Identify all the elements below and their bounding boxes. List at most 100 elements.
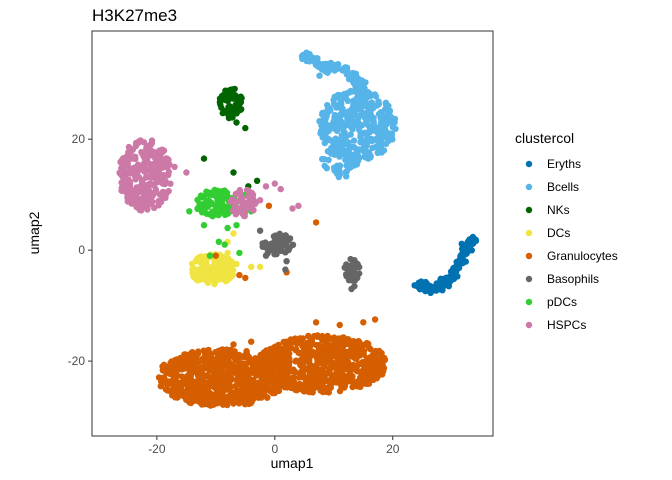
- point-granulocytes: [208, 375, 216, 383]
- point-basophils: [356, 263, 363, 271]
- point-granulocytes: [243, 395, 250, 402]
- point-hspcs: [126, 180, 134, 187]
- point-granulocytes: [273, 367, 280, 374]
- point-granulocytes: [198, 401, 206, 408]
- point-granulocytes: [229, 395, 237, 403]
- point-basophils: [351, 277, 359, 284]
- point-nks: [218, 104, 225, 111]
- point-bcells: [370, 127, 377, 134]
- point-granulocytes: [218, 376, 225, 383]
- point-basophils: [350, 267, 358, 274]
- point-granulocytes: [253, 392, 261, 399]
- point-bcells: [319, 134, 326, 141]
- point-granulocytes: [163, 368, 171, 375]
- point-bcells: [321, 162, 328, 170]
- legend-key-eryths: [525, 160, 533, 168]
- series-nks: [200, 85, 261, 190]
- y-tick-label: -20: [68, 354, 86, 368]
- point-hspcs: [149, 198, 156, 206]
- point-pdcs: [214, 210, 221, 217]
- point-pdcs: [197, 192, 205, 199]
- point-bcells: [346, 145, 353, 152]
- point-hspcs: [277, 185, 284, 193]
- point-dcs: [225, 275, 233, 282]
- point-bcells: [356, 83, 364, 91]
- point-hspcs: [167, 180, 174, 187]
- point-granulocytes: [265, 202, 273, 209]
- point-hspcs: [289, 205, 296, 212]
- point-hspcs: [144, 202, 151, 209]
- point-granulocytes: [227, 346, 234, 353]
- point-bcells: [318, 122, 325, 129]
- point-bcells: [306, 51, 313, 58]
- point-hspcs: [132, 176, 139, 183]
- point-eryths: [417, 278, 425, 285]
- point-granulocytes: [292, 357, 300, 364]
- point-granulocytes: [178, 355, 186, 362]
- point-basophils: [276, 230, 283, 237]
- point-bcells: [318, 128, 326, 135]
- legend-label-nks: NKs: [547, 203, 570, 217]
- point-eryths: [445, 283, 452, 290]
- point-bcells: [369, 144, 376, 152]
- point-bcells: [377, 123, 384, 130]
- point-bcells: [345, 75, 353, 83]
- point-granulocytes: [278, 369, 285, 377]
- point-pdcs: [196, 200, 203, 208]
- point-dcs: [189, 269, 196, 276]
- point-bcells: [356, 126, 363, 134]
- points-layer: [116, 49, 480, 409]
- point-eryths: [462, 250, 469, 257]
- legend-title: clustercol: [515, 130, 574, 146]
- legend-label-bcells: Bcells: [547, 180, 579, 194]
- point-granulocytes: [208, 391, 216, 398]
- point-hspcs: [152, 155, 159, 162]
- point-granulocytes: [312, 219, 320, 226]
- point-granulocytes: [276, 349, 283, 357]
- point-hspcs: [262, 183, 270, 190]
- point-nks: [242, 124, 249, 132]
- point-hspcs: [142, 169, 149, 176]
- point-basophils: [259, 243, 266, 250]
- point-bcells: [387, 119, 394, 126]
- point-granulocytes: [191, 392, 198, 399]
- point-granulocytes: [354, 383, 361, 390]
- point-granulocytes: [345, 365, 352, 373]
- point-bcells: [357, 103, 364, 110]
- point-granulocytes: [283, 366, 291, 373]
- point-basophils: [273, 250, 280, 258]
- point-granulocytes: [219, 381, 226, 389]
- point-hspcs: [124, 198, 131, 205]
- point-pdcs: [204, 197, 211, 205]
- point-granulocytes: [270, 372, 277, 379]
- point-granulocytes: [306, 368, 313, 376]
- point-bcells: [372, 93, 380, 100]
- point-granulocytes: [219, 391, 226, 398]
- point-basophils: [344, 270, 352, 278]
- point-hspcs: [144, 159, 151, 166]
- point-granulocytes: [242, 386, 249, 393]
- point-bcells: [321, 109, 329, 116]
- point-bcells: [342, 156, 349, 164]
- point-granulocytes: [364, 369, 371, 377]
- point-basophils: [282, 232, 289, 239]
- point-hspcs: [121, 168, 129, 175]
- point-granulocytes: [340, 334, 347, 341]
- point-granulocytes: [235, 351, 243, 359]
- point-bcells: [329, 123, 337, 131]
- point-granulocytes: [343, 350, 350, 357]
- point-granulocytes: [360, 351, 367, 358]
- point-nks: [233, 110, 240, 117]
- point-granulocytes: [248, 338, 255, 345]
- point-bcells: [336, 92, 343, 99]
- point-bcells: [377, 109, 385, 116]
- point-bcells: [392, 125, 399, 132]
- point-bcells: [322, 115, 329, 123]
- point-hspcs: [121, 187, 128, 194]
- point-hspcs: [157, 198, 165, 206]
- point-granulocytes: [352, 364, 359, 371]
- point-nks: [200, 155, 208, 162]
- point-pdcs: [222, 208, 230, 216]
- point-bcells: [362, 79, 369, 86]
- point-granulocytes: [364, 380, 371, 387]
